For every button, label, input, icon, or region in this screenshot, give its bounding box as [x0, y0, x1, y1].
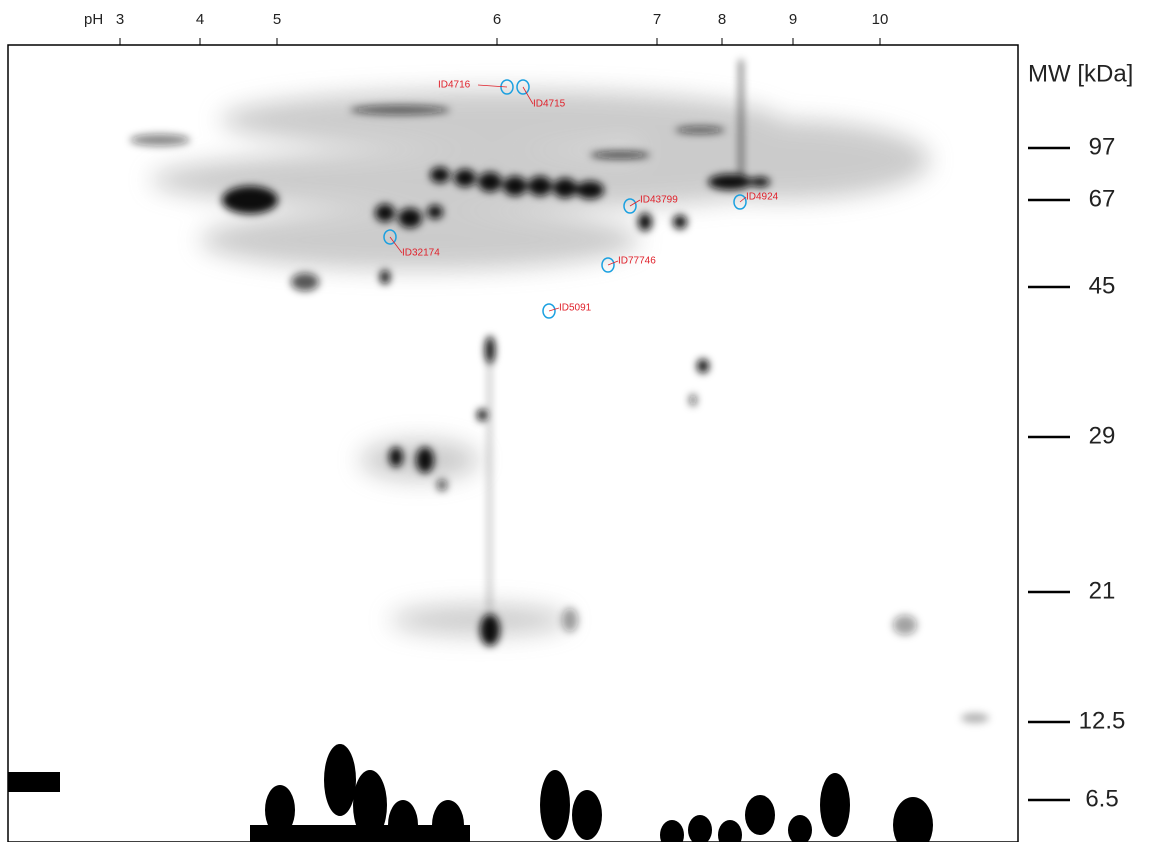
- spot-label: ID4715: [533, 99, 566, 110]
- ph-tick-label: 5: [273, 11, 281, 28]
- spot-circle: [542, 303, 556, 319]
- spot-pointer: [477, 84, 508, 88]
- ph-label: pH: [84, 11, 103, 28]
- spot-label: ID5091: [559, 303, 592, 314]
- spot-circle: [623, 198, 637, 214]
- ph-tick-label: 10: [872, 11, 889, 28]
- spot-circle: [733, 194, 747, 210]
- mw-tick-label: 6.5: [1085, 785, 1118, 812]
- spot-circle: [383, 229, 397, 245]
- spot-label: ID4716: [438, 80, 471, 91]
- spot-label: ID4924: [746, 192, 779, 203]
- gel-image: [8, 45, 1018, 842]
- spot-circle: [500, 79, 514, 95]
- spot-circle: [516, 79, 530, 95]
- ph-tick-label: 9: [789, 11, 797, 28]
- spot-pointer: [522, 86, 534, 105]
- ph-tick-label: 4: [196, 11, 204, 28]
- mw-tick-label: 21: [1089, 577, 1116, 604]
- spot-pointer: [389, 236, 403, 254]
- spot-pointer: [739, 196, 747, 203]
- mw-tick-label: 97: [1089, 133, 1116, 160]
- mw-tick-label: 67: [1089, 185, 1116, 212]
- spot-pointer: [607, 260, 619, 266]
- spot-label: ID32174: [402, 248, 440, 259]
- spot-circle: [601, 257, 615, 273]
- ph-tick-label: 7: [653, 11, 661, 28]
- mw-title: MW [kDa]: [1028, 60, 1133, 87]
- mw-tick-label: 45: [1089, 272, 1116, 299]
- spot-pointer: [548, 307, 560, 312]
- ph-tick-label: 8: [718, 11, 726, 28]
- spot-label: ID77746: [618, 256, 656, 267]
- spot-label: ID43799: [640, 195, 678, 206]
- spot-pointer: [629, 199, 641, 207]
- ph-tick-label: 3: [116, 11, 124, 28]
- mw-tick-label: 12.5: [1079, 707, 1126, 734]
- mw-tick-label: 29: [1089, 422, 1116, 449]
- ph-tick-label: 6: [493, 11, 501, 28]
